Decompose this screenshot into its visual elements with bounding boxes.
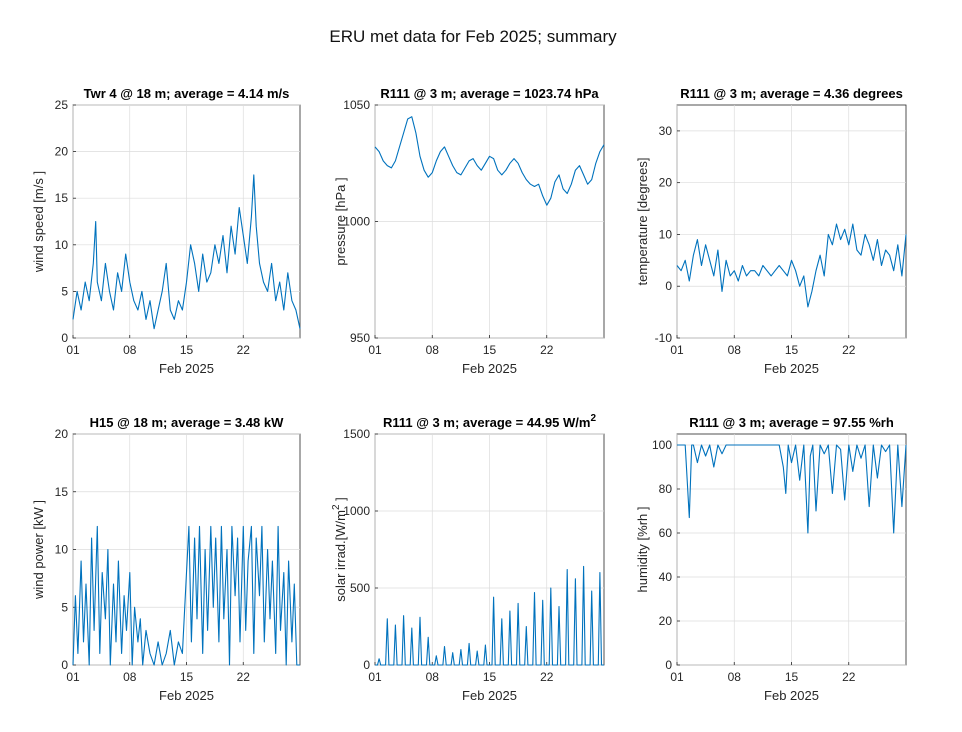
series-line-1	[676, 223, 907, 308]
y-tick-label: -10	[655, 331, 673, 345]
y-axis-label: temperature [degrees]	[635, 158, 650, 286]
x-axis-label: Feb 2025	[764, 688, 819, 703]
figure-title: ERU met data for Feb 2025; summary	[329, 27, 617, 46]
x-tick-label: 08	[728, 343, 742, 357]
y-axis-label: humidity [%rh ]	[635, 507, 650, 593]
chart-panel-5: 01 08 15 22 0 500 1000 1500 R111 @ 3 m; average …	[331, 413, 605, 703]
y-tick-label: 0	[363, 658, 370, 672]
panel-title: R111 @ 3 m; average = 4.36 degrees	[680, 86, 903, 101]
y-axis-label: wind power [kW ]	[31, 500, 46, 600]
y-tick-label: 5	[61, 284, 68, 298]
y-tick-label: 0	[61, 331, 68, 345]
y-tick-label: 5	[61, 600, 68, 614]
x-tick-label: 22	[842, 670, 856, 684]
y-tick-label: 20	[55, 427, 69, 441]
x-tick-label: 01	[368, 343, 382, 357]
x-tick-label: 08	[728, 670, 742, 684]
x-axis-label: Feb 2025	[764, 361, 819, 376]
panel-title: R111 @ 3 m; average = 97.55 %rh	[689, 415, 894, 430]
y-axis-label: solar irrad.[W/m2 ]	[331, 497, 348, 602]
panel-title: R111 @ 3 m; average = 1023.74 hPa	[380, 86, 599, 101]
x-tick-label: 15	[483, 670, 497, 684]
y-tick-label: 20	[659, 176, 673, 190]
y-tick-label: 1000	[343, 504, 370, 518]
y-tick-label: 10	[55, 543, 69, 557]
x-tick-label: 15	[180, 670, 194, 684]
y-axis-label: pressure [hPa ]	[333, 177, 348, 265]
x-tick-label: 01	[670, 343, 684, 357]
series-line-1	[72, 174, 301, 330]
y-tick-label: 25	[55, 98, 69, 112]
y-axis-label: wind speed [m/s ]	[31, 171, 46, 273]
y-tick-label: 0	[665, 279, 672, 293]
x-tick-label: 08	[426, 670, 440, 684]
chart-panel-6: 01 08 15 22 0 20 40 60 80 100 R111 @ 3 m; average …	[635, 415, 907, 703]
chart-panel-2: 01 08 15 22 950 1000 1050 R111 @ 3 m; average =…	[333, 86, 605, 376]
x-tick-label: 01	[66, 670, 80, 684]
series-line-1	[677, 444, 907, 534]
y-tick-label: 20	[659, 614, 673, 628]
y-tick-label: 950	[350, 331, 370, 345]
y-tick-label: 40	[659, 570, 673, 584]
series-line-1	[72, 525, 300, 666]
x-tick-label: 22	[540, 343, 554, 357]
y-tick-label: 15	[55, 485, 69, 499]
x-tick-label: 15	[785, 343, 799, 357]
x-tick-label: 15	[785, 670, 799, 684]
x-tick-label: 15	[483, 343, 497, 357]
x-tick-label: 08	[123, 343, 137, 357]
x-axis-label: Feb 2025	[159, 361, 214, 376]
x-tick-label: 22	[842, 343, 856, 357]
x-tick-label: 15	[180, 343, 194, 357]
x-tick-label: 01	[66, 343, 80, 357]
y-tick-label: 0	[665, 658, 672, 672]
x-axis-label: Feb 2025	[462, 688, 517, 703]
x-axis-label: Feb 2025	[159, 688, 214, 703]
y-tick-label: 1050	[343, 98, 370, 112]
panel-title: H15 @ 18 m; average = 3.48 kW	[90, 415, 284, 430]
y-tick-label: 15	[55, 191, 69, 205]
panel-title: R111 @ 3 m; average = 44.95 W/m2	[383, 413, 596, 430]
x-tick-label: 01	[368, 670, 382, 684]
x-tick-label: 08	[426, 343, 440, 357]
y-tick-label: 500	[350, 581, 370, 595]
x-tick-label: 01	[670, 670, 684, 684]
panel-title: Twr 4 @ 18 m; average = 4.14 m/s	[84, 86, 290, 101]
y-tick-label: 30	[659, 124, 673, 138]
x-axis-label: Feb 2025	[462, 361, 517, 376]
x-tick-label: 22	[540, 670, 554, 684]
x-tick-label: 08	[123, 670, 137, 684]
y-tick-label: 1500	[343, 427, 370, 441]
y-tick-label: 20	[55, 145, 69, 159]
chart-panel-1: 01 08 15 22 0 5 10 15 20 25 Twr 4 @ 18 m; average …	[31, 86, 301, 376]
y-tick-label: 0	[61, 658, 68, 672]
chart-panel-4: 01 08 15 22 0 5 10 15 20 H15 @ 18 m; average = 3.…	[31, 415, 301, 703]
chart-panel-3: 01 08 15 22 -10 0 10 20 30 R111 @ 3 m; average = …	[635, 86, 907, 376]
y-tick-label: 100	[652, 438, 672, 452]
x-tick-label: 22	[237, 670, 251, 684]
series-line-1	[375, 565, 604, 666]
y-tick-label: 80	[659, 482, 673, 496]
x-tick-label: 22	[237, 343, 251, 357]
series-line-1	[374, 116, 605, 206]
y-tick-label: 1000	[343, 215, 370, 229]
y-tick-label: 60	[659, 526, 673, 540]
y-tick-label: 10	[55, 238, 69, 252]
y-tick-label: 10	[659, 227, 673, 241]
